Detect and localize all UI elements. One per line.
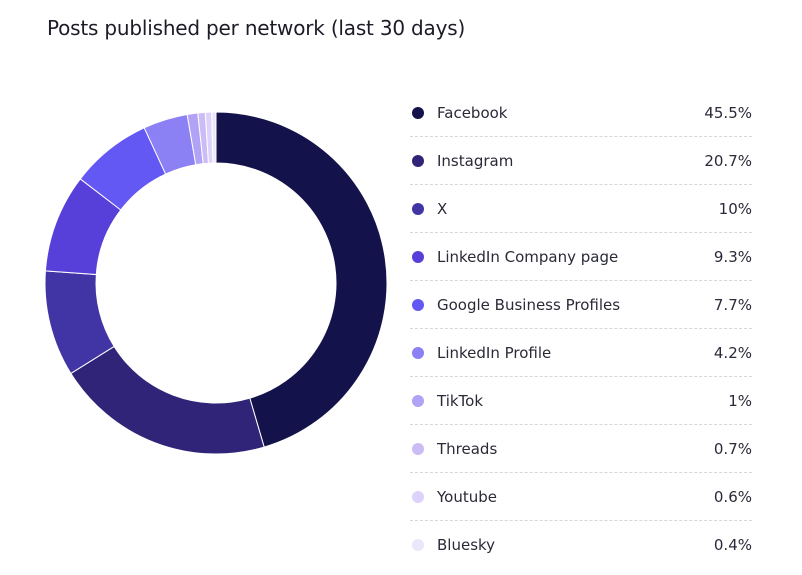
legend-item[interactable]: X 10% (410, 185, 752, 233)
donut-slice-facebook[interactable] (215, 111, 388, 448)
legend-item[interactable]: TikTok 1% (410, 377, 752, 425)
donut-slice-bluesky[interactable] (211, 111, 217, 164)
legend-value: 0.6% (713, 487, 752, 506)
donut-slice-instagram[interactable] (70, 345, 265, 455)
legend-item[interactable]: Threads 0.7% (410, 425, 752, 473)
legend-swatch (412, 490, 424, 503)
chart-legend: Facebook 45.5% Instagram 20.7% X 10% LinkedIn … (410, 89, 752, 569)
legend-swatch (412, 539, 424, 551)
legend-item[interactable]: Google Business Profiles 7.7% (410, 281, 752, 329)
legend-label: TikTok (437, 391, 484, 410)
legend-value: 10% (718, 199, 752, 218)
legend-value: 1% (728, 391, 752, 410)
legend-swatch (412, 442, 424, 455)
chart-title: Posts published per network (last 30 day… (47, 16, 466, 40)
legend-label: Instagram (437, 151, 514, 170)
legend-swatch (412, 154, 424, 167)
legend-value: 4.2% (713, 343, 752, 362)
legend-value: 0.7% (713, 439, 752, 458)
legend-label: Youtube (437, 487, 497, 506)
legend-item[interactable]: Facebook 45.5% (410, 89, 752, 137)
legend-swatch (412, 250, 424, 263)
legend-swatch (412, 298, 424, 311)
legend-label: Facebook (437, 103, 508, 122)
legend-item[interactable]: Youtube 0.6% (410, 473, 752, 521)
legend-item[interactable]: Bluesky 0.4% (410, 521, 752, 569)
legend-label: Threads (437, 439, 498, 458)
legend-item[interactable]: LinkedIn Profile 4.2% (410, 329, 752, 377)
legend-label: Google Business Profiles (437, 295, 621, 314)
legend-item[interactable]: Instagram 20.7% (410, 137, 752, 185)
legend-value: 45.5% (704, 103, 752, 122)
legend-swatch (412, 202, 424, 215)
legend-value: 0.4% (713, 536, 752, 554)
legend-label: LinkedIn Company page (437, 247, 619, 266)
legend-swatch (412, 106, 424, 119)
legend-value: 7.7% (713, 295, 752, 314)
legend-label: Bluesky (437, 536, 496, 554)
legend-value: 9.3% (713, 247, 752, 266)
legend-label: LinkedIn Profile (437, 343, 552, 362)
legend-swatch (412, 346, 424, 359)
legend-label: X (437, 199, 448, 218)
legend-swatch (412, 394, 424, 407)
legend-value: 20.7% (704, 151, 752, 170)
legend-item[interactable]: LinkedIn Company page 9.3% (410, 233, 752, 281)
